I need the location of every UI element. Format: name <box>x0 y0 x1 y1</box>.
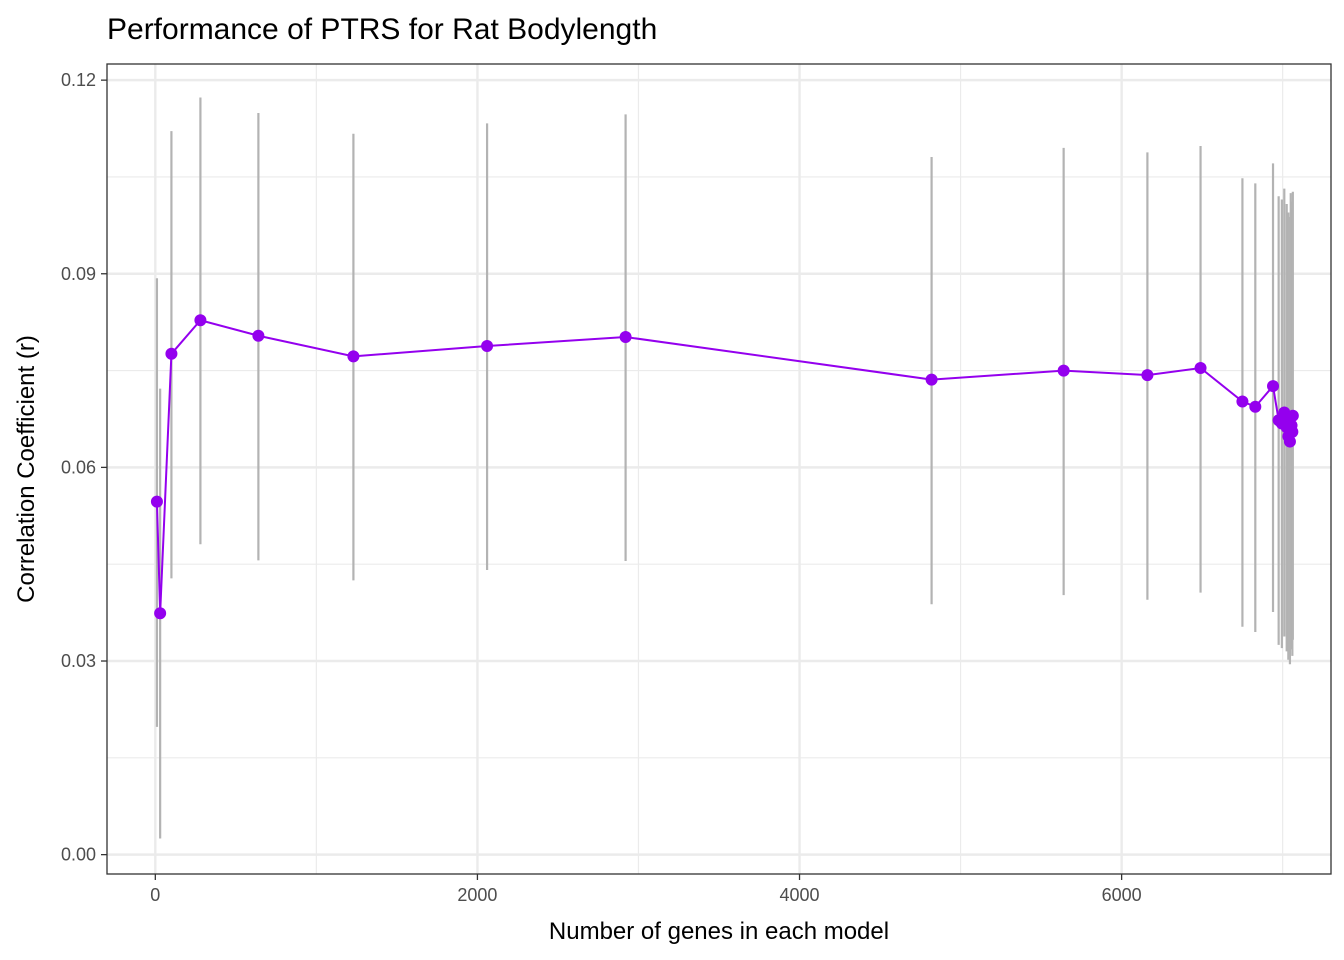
grid-minor <box>107 64 1331 874</box>
y-tick-label: 0.06 <box>61 457 96 477</box>
chart-title: Performance of PTRS for Rat Bodylength <box>107 13 657 46</box>
panel-background <box>107 64 1331 874</box>
x-tick-label: 0 <box>150 885 160 905</box>
y-axis: 0.00 0.03 0.06 0.09 0.12 <box>61 70 107 865</box>
x-axis-title: Number of genes in each model <box>549 918 889 945</box>
data-point <box>619 331 632 344</box>
panel-border <box>106 63 1332 875</box>
data-point <box>1249 400 1262 413</box>
data-point <box>150 495 163 508</box>
data-point <box>1236 395 1249 408</box>
y-axis-title: Correlation Coefficient (r) <box>13 335 40 603</box>
data-point <box>252 329 265 342</box>
y-tick-label: 0.03 <box>61 651 96 671</box>
x-axis: 0 2000 4000 6000 <box>150 874 1142 905</box>
data-point <box>1286 409 1299 422</box>
data-point <box>481 340 494 353</box>
data-point <box>1057 364 1070 377</box>
data-points <box>150 314 1299 620</box>
x-tick-label: 2000 <box>457 885 497 905</box>
data-point <box>1283 435 1296 448</box>
y-tick-label: 0.09 <box>61 264 96 284</box>
data-point <box>154 607 167 620</box>
y-tick-label: 0.00 <box>61 845 96 865</box>
data-point <box>194 314 207 327</box>
data-point <box>347 350 360 363</box>
data-point <box>925 373 938 386</box>
data-point <box>1194 361 1207 374</box>
x-tick-label: 4000 <box>780 885 820 905</box>
grid-major <box>107 64 1331 874</box>
data-point <box>1286 425 1299 438</box>
y-tick-label: 0.12 <box>61 70 96 90</box>
data-point <box>165 347 178 360</box>
data-point <box>1267 380 1280 393</box>
x-tick-label: 6000 <box>1102 885 1142 905</box>
plot-panel <box>106 63 1332 875</box>
data-point <box>1141 369 1154 382</box>
